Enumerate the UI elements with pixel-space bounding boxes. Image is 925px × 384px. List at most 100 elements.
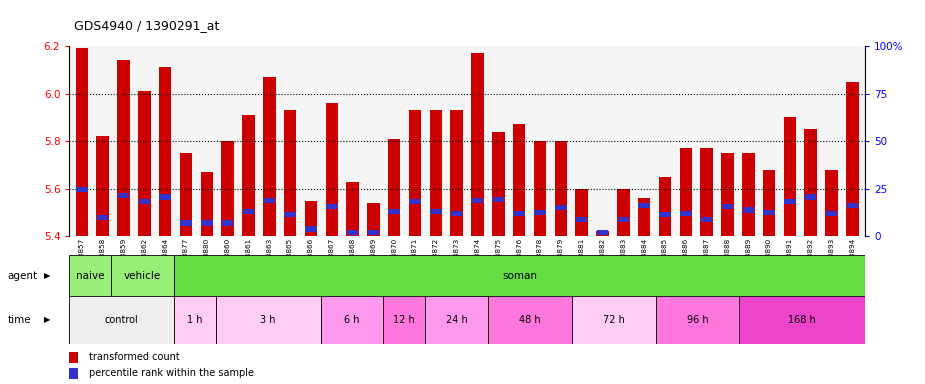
- Bar: [743, 207, 754, 213]
- Bar: [69, 352, 78, 363]
- Bar: [305, 227, 316, 232]
- Text: soman: soman: [502, 270, 536, 281]
- Bar: [597, 232, 609, 236]
- Bar: [159, 68, 171, 236]
- Bar: [409, 110, 421, 236]
- Bar: [783, 118, 796, 236]
- Bar: [450, 110, 462, 236]
- Bar: [326, 103, 338, 236]
- Text: 1 h: 1 h: [187, 314, 203, 325]
- Bar: [472, 198, 483, 203]
- Bar: [680, 148, 692, 236]
- Bar: [488, 296, 572, 344]
- Bar: [221, 141, 234, 236]
- Bar: [534, 141, 547, 236]
- Bar: [117, 60, 130, 236]
- Bar: [659, 177, 672, 236]
- Text: 6 h: 6 h: [344, 314, 360, 325]
- Text: 24 h: 24 h: [446, 314, 467, 325]
- Bar: [284, 212, 296, 217]
- Bar: [763, 210, 775, 215]
- Bar: [742, 153, 755, 236]
- Bar: [76, 187, 88, 192]
- Bar: [513, 124, 525, 236]
- Text: naive: naive: [76, 270, 105, 281]
- Bar: [388, 139, 401, 236]
- Bar: [321, 296, 383, 344]
- Bar: [201, 220, 213, 226]
- Bar: [472, 53, 484, 236]
- Bar: [388, 209, 400, 214]
- Bar: [426, 296, 488, 344]
- Bar: [159, 194, 171, 200]
- Bar: [216, 296, 321, 344]
- Bar: [69, 296, 174, 344]
- Bar: [284, 110, 296, 236]
- Bar: [576, 217, 587, 222]
- Bar: [69, 255, 111, 296]
- Bar: [347, 230, 358, 235]
- Bar: [242, 209, 254, 214]
- Text: agent: agent: [7, 270, 38, 281]
- Bar: [825, 170, 838, 236]
- Text: 72 h: 72 h: [603, 314, 624, 325]
- Bar: [617, 189, 630, 236]
- Bar: [638, 198, 650, 236]
- Bar: [660, 212, 671, 217]
- Bar: [138, 91, 151, 236]
- Bar: [597, 230, 609, 235]
- Text: percentile rank within the sample: percentile rank within the sample: [89, 368, 253, 378]
- Bar: [174, 296, 216, 344]
- Bar: [784, 199, 796, 204]
- Bar: [572, 296, 656, 344]
- Bar: [304, 200, 317, 236]
- Text: GDS4940 / 1390291_at: GDS4940 / 1390291_at: [74, 19, 219, 32]
- Bar: [222, 220, 233, 226]
- Text: vehicle: vehicle: [124, 270, 161, 281]
- Text: transformed count: transformed count: [89, 353, 179, 362]
- Text: control: control: [105, 314, 139, 325]
- Bar: [201, 172, 213, 236]
- Bar: [346, 182, 359, 236]
- Bar: [805, 194, 817, 200]
- Bar: [722, 153, 734, 236]
- Bar: [174, 255, 865, 296]
- Bar: [575, 189, 588, 236]
- Text: ▶: ▶: [44, 271, 51, 280]
- Bar: [846, 203, 858, 208]
- Bar: [326, 204, 338, 209]
- Bar: [555, 141, 567, 236]
- Bar: [513, 211, 524, 216]
- Bar: [805, 129, 817, 236]
- Bar: [97, 215, 108, 220]
- Bar: [383, 296, 426, 344]
- Text: 168 h: 168 h: [788, 314, 816, 325]
- Bar: [492, 132, 505, 236]
- Bar: [739, 296, 865, 344]
- Bar: [638, 203, 650, 208]
- Bar: [96, 136, 109, 236]
- Bar: [367, 230, 379, 235]
- Bar: [429, 110, 442, 236]
- Bar: [555, 205, 567, 210]
- Bar: [69, 367, 78, 379]
- Bar: [179, 153, 192, 236]
- Text: ▶: ▶: [44, 315, 51, 324]
- Bar: [722, 204, 734, 209]
- Bar: [111, 255, 174, 296]
- Text: time: time: [7, 314, 31, 325]
- Bar: [242, 115, 254, 236]
- Bar: [763, 170, 775, 236]
- Text: 96 h: 96 h: [686, 314, 709, 325]
- Bar: [493, 197, 504, 202]
- Bar: [430, 209, 441, 214]
- Bar: [117, 193, 130, 199]
- Bar: [826, 211, 837, 216]
- Bar: [139, 199, 150, 204]
- Bar: [701, 217, 712, 222]
- Bar: [700, 148, 713, 236]
- Bar: [410, 199, 421, 204]
- Bar: [618, 217, 629, 222]
- Text: 3 h: 3 h: [261, 314, 276, 325]
- Bar: [680, 211, 692, 216]
